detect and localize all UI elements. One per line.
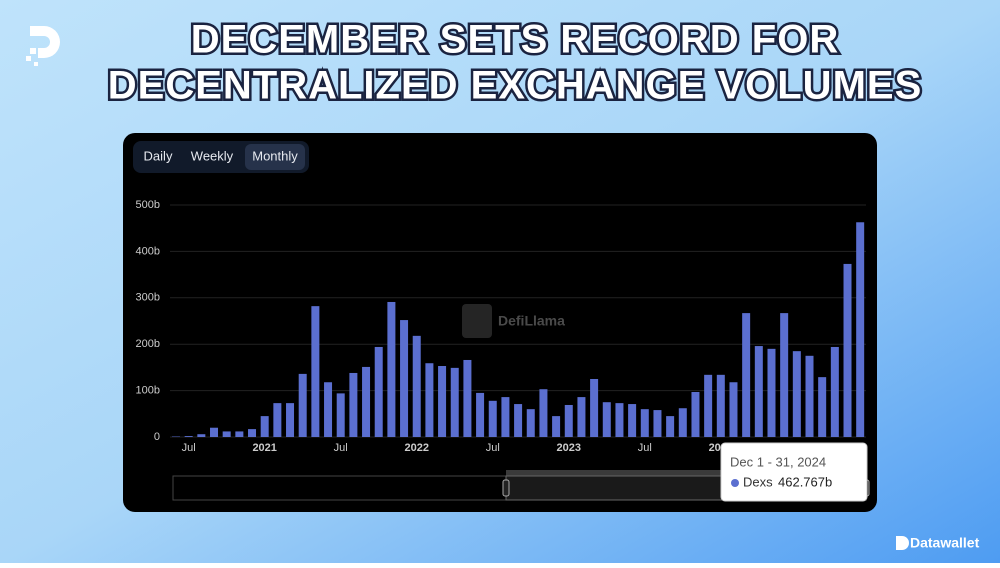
tooltip-value: 462.767b: [778, 474, 832, 489]
bar: [375, 347, 383, 437]
bar: [362, 367, 370, 437]
bar: [856, 222, 864, 437]
x-tick-label: Jul: [334, 442, 348, 454]
bar: [767, 349, 775, 437]
x-tick-label: Jul: [182, 442, 196, 454]
bar: [628, 404, 636, 437]
bar: [387, 302, 395, 437]
bar: [286, 403, 294, 437]
bar: [641, 409, 649, 437]
bar: [577, 397, 585, 437]
bar: [425, 363, 433, 437]
brand-text: Datawallet: [910, 535, 980, 551]
bar: [185, 436, 193, 437]
y-tick-label: 100b: [136, 385, 160, 397]
bar: [729, 382, 737, 437]
bar: [818, 377, 826, 437]
bar: [603, 402, 611, 437]
watermark-text: DefiLlama: [498, 313, 565, 329]
bar: [565, 405, 573, 437]
bar: [704, 375, 712, 437]
tooltip: Dec 1 - 31, 2024 Dexs 462.767b: [721, 443, 867, 501]
bar: [666, 416, 674, 437]
bar: [501, 397, 509, 437]
y-tick-label: 0: [154, 431, 160, 443]
bar: [831, 347, 839, 437]
bar: [514, 404, 522, 437]
bar: [273, 403, 281, 437]
bar: [780, 313, 788, 437]
x-tick-label: Jul: [486, 442, 500, 454]
bar: [755, 346, 763, 437]
tooltip-title: Dec 1 - 31, 2024: [730, 454, 826, 469]
bar: [717, 375, 725, 437]
button[interactable]: Monthly: [252, 148, 298, 163]
bar: [210, 428, 218, 437]
button[interactable]: Weekly: [191, 148, 234, 163]
y-tick-label: 300b: [136, 292, 160, 304]
brush-handle[interactable]: [503, 480, 509, 496]
x-tick-label: 2022: [404, 442, 428, 454]
bar: [413, 336, 421, 437]
bar: [476, 393, 484, 437]
bar: [438, 366, 446, 437]
bar: [552, 416, 560, 437]
bar: [489, 401, 497, 437]
bar: [248, 429, 256, 437]
bar: [299, 374, 307, 437]
bar: [691, 392, 699, 437]
bar: [349, 373, 357, 437]
bar: [539, 389, 547, 437]
bar: [793, 351, 801, 437]
bar: [451, 368, 459, 437]
bar: [324, 382, 332, 437]
bar: [742, 313, 750, 437]
bar: [653, 410, 661, 437]
bar: [844, 264, 852, 437]
bar: [311, 306, 319, 437]
bar: [223, 431, 231, 437]
bar: [463, 360, 471, 437]
title-line: DECEMBER SETS RECORD FOR: [191, 18, 840, 62]
bar: [806, 356, 814, 437]
title-line: DECENTRALIZED EXCHANGE VOLUMES: [108, 64, 923, 108]
tooltip-box: [721, 443, 867, 501]
x-tick-label: 2021: [252, 442, 276, 454]
bar: [615, 403, 623, 437]
bar: [679, 408, 687, 437]
bar: [235, 431, 243, 437]
y-tick-label: 200b: [136, 338, 160, 350]
bar: [590, 379, 598, 437]
tooltip-marker: [731, 479, 739, 487]
bar: [400, 320, 408, 437]
x-tick-label: Jul: [638, 442, 652, 454]
bar: [197, 434, 205, 437]
bar: [337, 393, 345, 437]
y-tick-label: 400b: [136, 245, 160, 257]
y-tick-label: 500b: [136, 199, 160, 211]
tooltip-series: Dexs: [743, 474, 773, 489]
bar: [261, 416, 269, 437]
x-tick-label: 2023: [557, 442, 581, 454]
button[interactable]: Daily: [144, 148, 173, 163]
bar: [527, 409, 535, 437]
